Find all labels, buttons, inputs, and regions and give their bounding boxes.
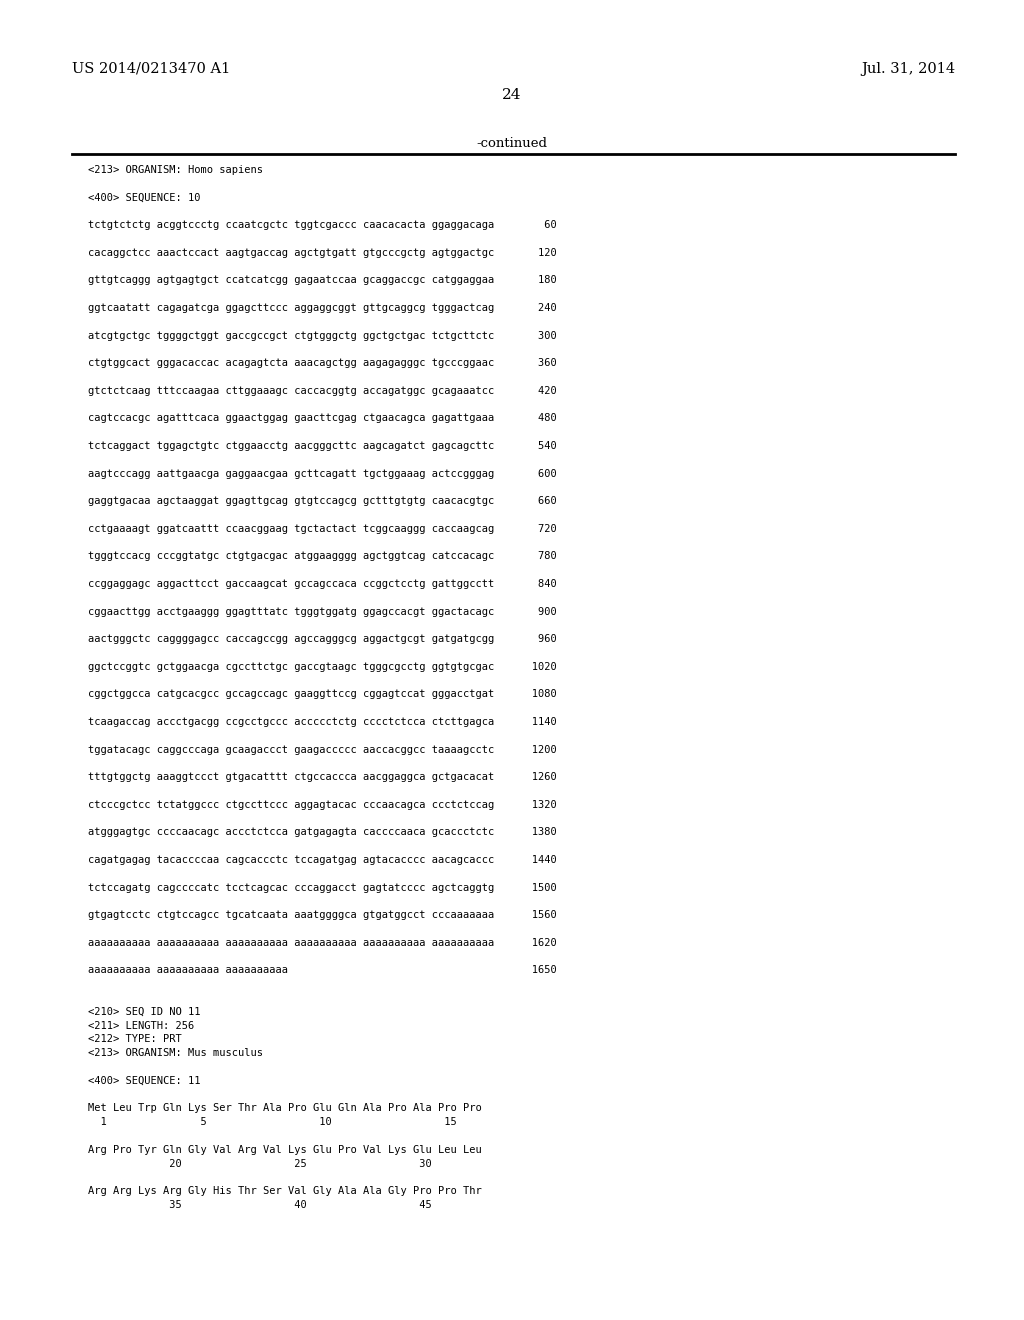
Text: tcaagaccag accctgacgg ccgcctgccc accccctctg cccctctcca ctcttgagca      1140: tcaagaccag accctgacgg ccgcctgccc accccct…	[88, 717, 557, 727]
Text: ctcccgctcc tctatggccc ctgccttccc aggagtacac cccaacagca ccctctccag      1320: ctcccgctcc tctatggccc ctgccttccc aggagta…	[88, 800, 557, 809]
Text: gaggtgacaa agctaaggat ggagttgcag gtgtccagcg gctttgtgtg caacacgtgc       660: gaggtgacaa agctaaggat ggagttgcag gtgtcca…	[88, 496, 557, 506]
Text: aactgggctc caggggagcc caccagccgg agccagggcg aggactgcgt gatgatgcgg       960: aactgggctc caggggagcc caccagccgg agccagg…	[88, 634, 557, 644]
Text: cggaacttgg acctgaaggg ggagtttatc tgggtggatg ggagccacgt ggactacagc       900: cggaacttgg acctgaaggg ggagtttatc tgggtgg…	[88, 607, 557, 616]
Text: ctgtggcact gggacaccac acagagtcta aaacagctgg aagagagggc tgcccggaac       360: ctgtggcact gggacaccac acagagtcta aaacagc…	[88, 358, 557, 368]
Text: 35                  40                  45: 35 40 45	[88, 1200, 432, 1210]
Text: <213> ORGANISM: Homo sapiens: <213> ORGANISM: Homo sapiens	[88, 165, 263, 176]
Text: ggctccggtc gctggaacga cgccttctgc gaccgtaagc tgggcgcctg ggtgtgcgac      1020: ggctccggtc gctggaacga cgccttctgc gaccgta…	[88, 661, 557, 672]
Text: gtgagtcctc ctgtccagcc tgcatcaata aaatggggca gtgatggcct cccaaaaaaa      1560: gtgagtcctc ctgtccagcc tgcatcaata aaatggg…	[88, 911, 557, 920]
Text: tctcaggact tggagctgtc ctggaacctg aacgggcttc aagcagatct gagcagcttc       540: tctcaggact tggagctgtc ctggaacctg aacgggc…	[88, 441, 557, 451]
Text: -continued: -continued	[476, 137, 548, 150]
Text: <212> TYPE: PRT: <212> TYPE: PRT	[88, 1035, 181, 1044]
Text: atcgtgctgc tggggctggt gaccgccgct ctgtgggctg ggctgctgac tctgcttctc       300: atcgtgctgc tggggctggt gaccgccgct ctgtggg…	[88, 330, 557, 341]
Text: US 2014/0213470 A1: US 2014/0213470 A1	[72, 62, 230, 77]
Text: cggctggcca catgcacgcc gccagccagc gaaggttccg cggagtccat gggacctgat      1080: cggctggcca catgcacgcc gccagccagc gaaggtt…	[88, 689, 557, 700]
Text: <211> LENGTH: 256: <211> LENGTH: 256	[88, 1020, 195, 1031]
Text: 24: 24	[502, 88, 522, 102]
Text: cagtccacgc agatttcaca ggaactggag gaacttcgag ctgaacagca gagattgaaa       480: cagtccacgc agatttcaca ggaactggag gaacttc…	[88, 413, 557, 424]
Text: <210> SEQ ID NO 11: <210> SEQ ID NO 11	[88, 1007, 201, 1016]
Text: aaaaaaaaaa aaaaaaaaaa aaaaaaaaaa                                       1650: aaaaaaaaaa aaaaaaaaaa aaaaaaaaaa 1650	[88, 965, 557, 975]
Text: cagatgagag tacaccccaa cagcaccctc tccagatgag agtacacccc aacagcaccc      1440: cagatgagag tacaccccaa cagcaccctc tccagat…	[88, 855, 557, 865]
Text: Arg Arg Lys Arg Gly His Thr Ser Val Gly Ala Ala Gly Pro Pro Thr: Arg Arg Lys Arg Gly His Thr Ser Val Gly …	[88, 1187, 481, 1196]
Text: Met Leu Trp Gln Lys Ser Thr Ala Pro Glu Gln Ala Pro Ala Pro Pro: Met Leu Trp Gln Lys Ser Thr Ala Pro Glu …	[88, 1104, 481, 1113]
Text: Jul. 31, 2014: Jul. 31, 2014	[861, 62, 955, 77]
Text: gtctctcaag tttccaagaa cttggaaagc caccacggtg accagatggc gcagaaatcc       420: gtctctcaag tttccaagaa cttggaaagc caccacg…	[88, 385, 557, 396]
Text: ggtcaatatt cagagatcga ggagcttccc aggaggcggt gttgcaggcg tgggactcag       240: ggtcaatatt cagagatcga ggagcttccc aggaggc…	[88, 304, 557, 313]
Text: tttgtggctg aaaggtccct gtgacatttt ctgccaccca aacggaggca gctgacacat      1260: tttgtggctg aaaggtccct gtgacatttt ctgccac…	[88, 772, 557, 783]
Text: atgggagtgc ccccaacagc accctctcca gatgagagta caccccaaca gcaccctctc      1380: atgggagtgc ccccaacagc accctctcca gatgaga…	[88, 828, 557, 837]
Text: 20                  25                  30: 20 25 30	[88, 1159, 432, 1168]
Text: tctccagatg cagccccatc tcctcagcac cccaggacct gagtatcccc agctcaggtg      1500: tctccagatg cagccccatc tcctcagcac cccagga…	[88, 883, 557, 892]
Text: <213> ORGANISM: Mus musculus: <213> ORGANISM: Mus musculus	[88, 1048, 263, 1059]
Text: 1               5                  10                  15: 1 5 10 15	[88, 1117, 457, 1127]
Text: ccggaggagc aggacttcct gaccaagcat gccagccaca ccggctcctg gattggcctt       840: ccggaggagc aggacttcct gaccaagcat gccagcc…	[88, 579, 557, 589]
Text: cctgaaaagt ggatcaattt ccaacggaag tgctactact tcggcaaggg caccaagcag       720: cctgaaaagt ggatcaattt ccaacggaag tgctact…	[88, 524, 557, 533]
Text: tggatacagc caggcccaga gcaagaccct gaagaccccc aaccacggcc taaaagcctc      1200: tggatacagc caggcccaga gcaagaccct gaagacc…	[88, 744, 557, 755]
Text: gttgtcaggg agtgagtgct ccatcatcgg gagaatccaa gcaggaccgc catggaggaa       180: gttgtcaggg agtgagtgct ccatcatcgg gagaatc…	[88, 276, 557, 285]
Text: <400> SEQUENCE: 11: <400> SEQUENCE: 11	[88, 1076, 201, 1086]
Text: cacaggctcc aaactccact aagtgaccag agctgtgatt gtgcccgctg agtggactgc       120: cacaggctcc aaactccact aagtgaccag agctgtg…	[88, 248, 557, 257]
Text: <400> SEQUENCE: 10: <400> SEQUENCE: 10	[88, 193, 201, 202]
Text: Arg Pro Tyr Gln Gly Val Arg Val Lys Glu Pro Val Lys Glu Leu Leu: Arg Pro Tyr Gln Gly Val Arg Val Lys Glu …	[88, 1144, 481, 1155]
Text: tctgtctctg acggtccctg ccaatcgctc tggtcgaccc caacacacta ggaggacaga        60: tctgtctctg acggtccctg ccaatcgctc tggtcga…	[88, 220, 557, 230]
Text: aaaaaaaaaa aaaaaaaaaa aaaaaaaaaa aaaaaaaaaa aaaaaaaaaa aaaaaaaaaa      1620: aaaaaaaaaa aaaaaaaaaa aaaaaaaaaa aaaaaaa…	[88, 937, 557, 948]
Text: tgggtccacg cccggtatgc ctgtgacgac atggaagggg agctggtcag catccacagc       780: tgggtccacg cccggtatgc ctgtgacgac atggaag…	[88, 552, 557, 561]
Text: aagtcccagg aattgaacga gaggaacgaa gcttcagatt tgctggaaag actccgggag       600: aagtcccagg aattgaacga gaggaacgaa gcttcag…	[88, 469, 557, 479]
